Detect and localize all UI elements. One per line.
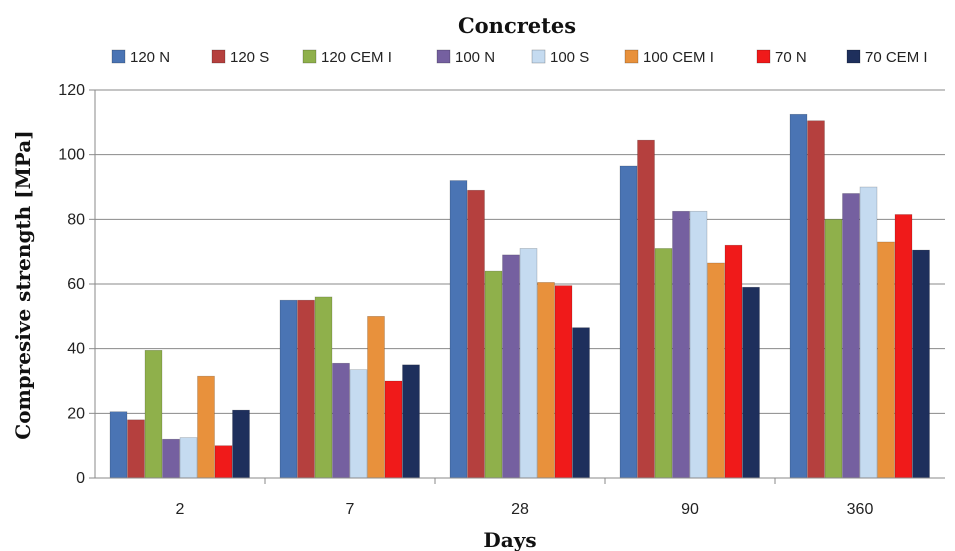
legend-label: 120 N (130, 49, 170, 66)
bar-70-cem-i-day-2 (232, 409, 250, 479)
bars (109, 113, 930, 479)
bar-120-s-day-7 (297, 299, 315, 479)
bar-100-n-day-2 (162, 438, 180, 479)
bar-120-n-day-28 (449, 180, 468, 479)
bar-70-cem-i-day-28 (572, 327, 590, 479)
bar-120-n-day-90 (619, 165, 638, 479)
y-axis-title: Compresive strength [MPa] (11, 130, 35, 439)
y-tick-label: 60 (67, 276, 85, 293)
x-tick-label: 2 (176, 501, 185, 518)
bar-100-cem-i-day-360 (877, 241, 895, 479)
x-tick-label: 90 (681, 501, 699, 518)
bar-100-s-day-2 (179, 437, 198, 479)
legend-swatch (111, 49, 126, 64)
bar-100-n-day-90 (672, 210, 690, 479)
legend-label: 100 N (455, 49, 495, 66)
bar-120-cem-i-day-360 (824, 219, 843, 479)
legend-label: 120 S (230, 49, 269, 66)
y-tick-label: 0 (76, 470, 85, 487)
legend-item: 120 S (211, 49, 269, 66)
bar-120-cem-i-day-90 (654, 248, 673, 479)
y-tick-label: 20 (67, 405, 85, 422)
legend-swatch (624, 49, 639, 64)
bar-100-cem-i-day-7 (367, 316, 385, 479)
x-tick-labels: 2 7 28 90 360 (176, 501, 874, 518)
legend-label: 120 CEM I (321, 49, 392, 66)
legend-item: 120 N (111, 49, 170, 66)
legend: 120 N 120 S 120 CEM I 100 N 100 S 100 CEM I 70… (111, 49, 928, 66)
x-axis-title: Days (483, 528, 536, 551)
bar-100-n-day-360 (842, 193, 860, 479)
legend-swatch (436, 49, 451, 64)
bar-120-n-day-2 (109, 411, 128, 479)
bar-100-s-day-28 (519, 248, 538, 479)
bar-70-n-day-28 (554, 285, 573, 479)
y-tick-label: 80 (67, 211, 85, 228)
legend-swatch (846, 49, 861, 64)
legend-item: 100 S (531, 49, 589, 66)
axes (94, 90, 945, 484)
bar-100-s-day-7 (349, 369, 368, 479)
bar-120-s-day-2 (127, 419, 145, 479)
legend-swatch (531, 49, 546, 64)
bar-120-s-day-90 (637, 139, 655, 479)
legend-label: 70 N (775, 49, 807, 66)
legend-swatch (302, 49, 317, 64)
bar-100-n-day-28 (502, 254, 520, 479)
x-tick-label: 360 (847, 501, 874, 518)
x-tick-label: 28 (511, 501, 529, 518)
legend-item: 100 N (436, 49, 495, 66)
bar-100-cem-i-day-2 (197, 375, 215, 479)
legend-label: 100 S (550, 49, 589, 66)
bar-120-cem-i-day-28 (484, 270, 503, 479)
bar-70-cem-i-day-360 (912, 249, 930, 479)
y-tick-label: 40 (67, 341, 85, 358)
bar-70-n-day-7 (384, 380, 403, 479)
bar-100-n-day-7 (332, 362, 350, 479)
bar-100-s-day-360 (859, 186, 878, 479)
bar-70-n-day-90 (724, 244, 743, 479)
legend-label: 100 CEM I (643, 49, 714, 66)
bar-120-cem-i-day-7 (314, 296, 333, 479)
y-tick-labels: 0 20 40 60 80 100 120 (58, 82, 85, 487)
bar-70-n-day-2 (214, 445, 233, 479)
bar-120-s-day-360 (807, 120, 825, 479)
bar-100-cem-i-day-28 (537, 282, 555, 479)
legend-label: 70 CEM I (865, 49, 928, 66)
y-tick-label: 120 (58, 82, 85, 99)
bar-120-s-day-28 (467, 189, 485, 479)
legend-item: 70 CEM I (846, 49, 928, 66)
bar-120-n-day-360 (789, 113, 808, 479)
bar-100-cem-i-day-90 (707, 262, 725, 479)
bar-70-n-day-360 (894, 214, 913, 479)
bar-100-s-day-90 (689, 210, 708, 479)
bar-120-n-day-7 (279, 299, 298, 479)
bar-120-cem-i-day-2 (144, 349, 163, 479)
legend-swatch (211, 49, 226, 64)
chart-title: Concretes (458, 13, 576, 38)
legend-item: 100 CEM I (624, 49, 714, 66)
y-tick-label: 100 (58, 147, 85, 164)
bar-70-cem-i-day-7 (402, 364, 420, 479)
legend-swatch (756, 49, 771, 64)
legend-item: 70 N (756, 49, 807, 66)
bar-70-cem-i-day-90 (742, 286, 760, 479)
x-tick-label: 7 (346, 501, 355, 518)
legend-item: 120 CEM I (302, 49, 392, 66)
